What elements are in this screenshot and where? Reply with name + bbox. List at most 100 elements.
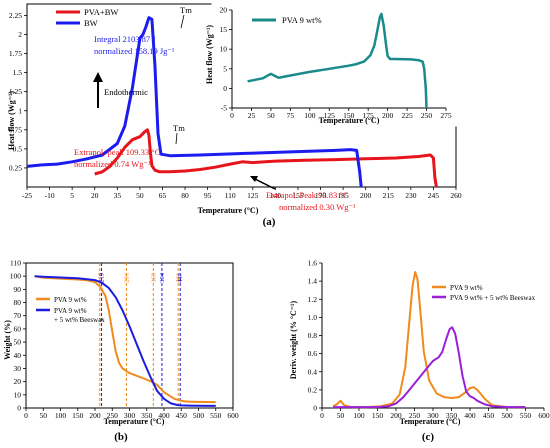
y-tick-label-a: 0.75 [9,125,22,134]
series-line-c-pva_bw [333,326,526,409]
panel-label-b: (b) [114,431,128,443]
legend-label-pva: PVA 9 wt% [54,296,87,304]
y-tick-label-a: 2 [18,30,22,39]
y-tick-label-b: 90 [14,285,22,294]
onset-label-394: 394 [159,272,166,283]
x-tick-label-c: 100 [353,411,365,420]
legend-label-pva-bw: PVA+BW [84,7,118,17]
x-tick-label-a: 35 [114,191,122,200]
x-tick-label-a: 20 [91,191,99,200]
legend-label-pva-c: PVA 9 wt% [450,284,483,292]
inset-x-tick-label: 75 [287,111,295,120]
chart-b-legend: PVA 9 wt% PVA 9 wt% + 5 wt% Beeswax [36,296,105,324]
inset-x-tick-label: 100 [304,111,316,120]
x-tick-label-b: 50 [40,411,48,420]
y-tick-label-b: 70 [14,311,22,320]
x-tick-label-b: 600 [227,411,239,420]
inset-chart: 0 25 50 75 100 125 150 175 200 225 250 275-50510152… [205,3,457,127]
x-tick-label-a: 170 [315,191,327,200]
inset-y-tick-label: 5 [223,64,227,73]
inset-ylabel: Heat flow (Wg⁻¹) [205,25,214,84]
chart-b-xlabel: Temperature (°C) [104,417,165,426]
chart-a-xlabel: Temperature (°C) [198,206,259,215]
onset-label-291: 291 [123,273,130,283]
x-tick-label-c: 200 [390,411,402,420]
panel-label-c: (c) [422,431,435,443]
x-tick-label-a: 50 [136,191,144,200]
y-tick-label-b: 50 [14,338,22,347]
x-tick-label-b: 400 [158,411,170,420]
onset-label-369: 369 [150,273,157,283]
chart-b-frame [25,262,234,409]
inset-y-tick-label: -5 [221,104,227,113]
x-tick-label-b: 250 [107,411,119,420]
tm-top-label: Tm [180,5,192,15]
y-tick-label-b: 110 [10,259,21,268]
chart-a: -25 -10 5 20 35 50 65 80 95 110 125 140 155 170 185 200… [7,3,462,228]
y-tick-label-b: 40 [14,351,22,360]
y-tick-label-a: 1.25 [9,87,22,96]
series-line-bw [26,16,363,188]
tm-mid-pointer [175,132,178,145]
x-tick-label-a: 260 [450,191,462,200]
x-tick-label-c: 400 [464,411,476,420]
x-tick-label-b: 150 [72,411,84,420]
y-tick-label-b: 100 [10,272,22,281]
x-tick-label-b: 0 [24,411,28,420]
x-tick-label-c: 150 [372,411,384,420]
x-tick-label-c: 50 [337,411,345,420]
x-tick-label-b: 200 [89,411,101,420]
y-tick-label-a: 1 [18,106,22,115]
chart-c-legend: PVA 9 wt% PVA 9 wt% + 5 wt% Beeswax [432,284,536,302]
x-tick-label-a: 140 [270,191,282,200]
y-tick-label-a: 2.25 [9,11,22,20]
extrapol-peak-2-normalized: normalized 0.30 Wg⁻¹ [279,202,356,212]
y-tick-label-b: 30 [14,364,22,373]
x-tick-label-c: 250 [409,411,421,420]
x-tick-label-a: 65 [159,191,167,200]
inset-y-tick-label: 20 [220,6,228,15]
legend-label-pva-beeswax-c: PVA 9 wt% + 5 wt% Beeswax [450,294,536,302]
inset-legend-label: PVA 9 wt% [282,15,322,25]
onset-label-214: 214 [97,272,104,283]
x-tick-label-a: 200 [360,191,372,200]
onset-label-447: 447 [177,272,184,283]
x-tick-label-b: 450 [176,411,188,420]
x-tick-label-c: 600 [538,411,550,420]
y-tick-label-a: 1.75 [9,49,22,58]
x-tick-label-c: 450 [483,411,495,420]
x-tick-label-a: 5 [70,191,74,200]
chart-b: 0 50 100 150 200 250 300 350 400 450 500 550 600 0 10 2… [3,259,239,444]
chart-a-legend: PVA+BW BW [56,7,118,28]
inset-xlabel: Temperature (°C) [319,116,380,125]
x-tick-label-b: 500 [193,411,205,420]
extrapol-peak-1-normalized: normalized 0.74 Wg⁻¹ [74,159,151,169]
x-tick-label-c: 500 [501,411,513,420]
inset-y-tick-label: 0 [223,84,227,93]
x-tick-label-a: 110 [225,191,236,200]
y-tick-label-b: 0 [17,404,21,413]
x-tick-label-a: 80 [181,191,189,200]
x-tick-label-a: -10 [45,191,55,200]
inset-x-tick-label: 25 [248,111,256,120]
chart-c-ylabel: Deriv. weight (% °C⁻¹) [289,301,298,380]
y-tick-label-c: 0 [313,404,317,413]
y-tick-label-a: 0.5 [13,144,23,153]
x-tick-label-b: 100 [55,411,67,420]
inset-x-tick-label: 175 [363,111,375,120]
x-tick-label-b: 550 [210,411,222,420]
y-tick-label-c: 0.2 [308,385,318,394]
series-line-c-pva [332,271,526,409]
y-tick-label-b: 20 [14,377,22,386]
x-tick-label-a: 245 [428,191,440,200]
legend-label-bw: BW [84,18,98,28]
y-tick-label-c: 1.0 [308,313,318,322]
inset-y-tick-label: 15 [220,25,228,34]
x-tick-label-a: 125 [247,191,259,200]
extrapol-peak-1-annotation: Extrapol. peak 109.33 °C [74,147,161,157]
x-tick-label-a: 215 [383,191,395,200]
y-tick-label-c: 1.4 [308,277,318,286]
y-tick-label-b: 60 [14,324,22,333]
y-tick-label-c: 1.2 [308,295,318,304]
